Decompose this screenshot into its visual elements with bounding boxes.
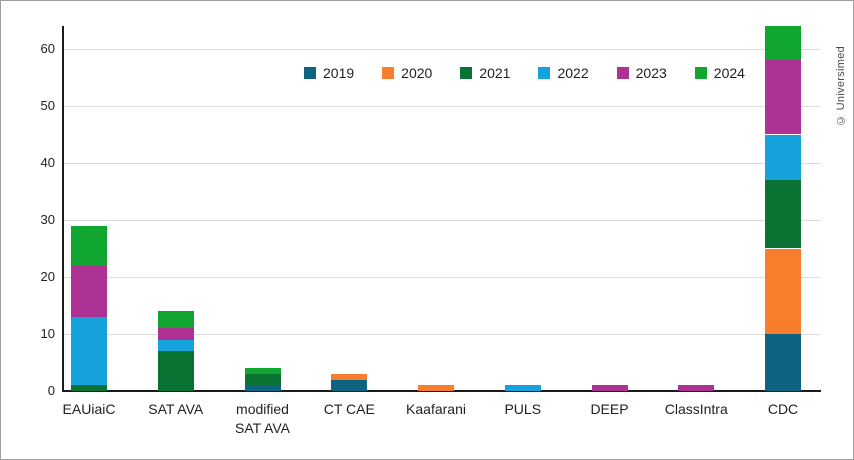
x-axis-category-label: CT CAE <box>323 401 375 417</box>
x-axis-category-label: SAT AVA <box>148 401 204 417</box>
legend-swatch-icon <box>538 67 551 79</box>
legend-label: 2021 <box>479 65 511 81</box>
bar-segment-modified-sat-ava-2021 <box>244 373 281 386</box>
bar-segment-cdc-2023 <box>765 60 801 135</box>
x-axis-category-label: PULS <box>504 401 542 417</box>
legend-swatch-icon <box>382 67 395 79</box>
y-gridline <box>63 162 821 164</box>
legend-swatch-icon <box>694 67 707 79</box>
legend-label: 2020 <box>401 65 433 81</box>
bar-segment-sat-ava-2023 <box>157 328 194 340</box>
watermark-credit: © Universimed <box>835 45 847 126</box>
bar-segment-cdc-2020 <box>765 248 801 334</box>
legend-label: 2019 <box>323 65 355 81</box>
bar-segment-kaafarani-2020 <box>418 385 454 391</box>
legend-swatch-icon <box>616 67 629 79</box>
bar-segment-cdc-2019 <box>765 334 801 391</box>
bar-segment-ct-cae-2019 <box>331 379 368 391</box>
bar-segment-eauiaic-2024 <box>71 225 107 266</box>
y-axis-tick-label: 0 <box>47 383 55 398</box>
y-axis-tick-label: 50 <box>40 98 55 113</box>
x-axis-category-label: Kaafarani <box>406 401 466 417</box>
y-axis-tick-label: 40 <box>40 155 55 170</box>
y-gridline <box>63 219 821 221</box>
legend-item-2022: 2022 <box>538 65 589 81</box>
y-gridline <box>63 276 821 278</box>
y-gridline <box>63 105 821 107</box>
y-axis <box>62 26 64 391</box>
x-axis-category-label: CDC <box>767 401 799 417</box>
bar-segment-sat-ava-2021 <box>157 351 194 391</box>
x-axis-category-label: modified SAT AVA <box>235 401 290 436</box>
legend-item-2021: 2021 <box>460 65 510 81</box>
bar-segment-sat-ava-2022 <box>157 339 194 352</box>
bar-segment-modified-sat-ava-2024 <box>244 368 281 374</box>
bar-segment-sat-ava-2024 <box>157 311 194 329</box>
legend-item-2019: 2019 <box>304 65 354 81</box>
legend-swatch-icon <box>460 67 473 79</box>
bar-segment-deep-2023 <box>591 385 628 391</box>
legend-item-2024: 2024 <box>694 65 745 81</box>
bar-segment-eauiaic-2023 <box>71 265 107 317</box>
bar-segment-eauiaic-2022 <box>71 316 107 386</box>
bar-segment-cdc-2024 <box>765 26 801 61</box>
bar-segment-ct-cae-2020 <box>331 373 368 380</box>
legend-label: 2023 <box>635 65 667 81</box>
x-axis-category-label: DEEP <box>590 401 629 417</box>
y-axis-tick-label: 30 <box>40 212 55 227</box>
x-axis <box>62 390 821 392</box>
y-gridline <box>63 48 821 50</box>
legend-label: 2024 <box>713 65 745 81</box>
bar-segment-puls-2022 <box>504 385 541 391</box>
bar-segment-cdc-2021 <box>765 180 801 249</box>
bar-segment-cdc-2022 <box>765 134 801 181</box>
bar-segment-eauiaic-2021 <box>71 385 107 391</box>
y-axis-tick-label: 10 <box>40 326 55 341</box>
y-gridline <box>63 333 821 335</box>
x-axis-category-label: EAUiaiC <box>62 401 116 417</box>
legend-swatch-icon <box>304 67 316 79</box>
x-axis-category-label: ClassIntra <box>664 401 728 417</box>
legend-item-2020: 2020 <box>382 65 432 81</box>
chart-legend: 2019 2020 2021 2022 2023 2024 <box>304 65 745 81</box>
y-axis-tick-label: 60 <box>40 41 55 56</box>
bar-segment-classintra-2023 <box>678 385 715 391</box>
legend-label: 2022 <box>557 65 589 81</box>
y-axis-tick-label: 20 <box>40 269 55 284</box>
legend-item-2023: 2023 <box>616 65 667 81</box>
bar-segment-modified-sat-ava-2019 <box>244 385 281 391</box>
